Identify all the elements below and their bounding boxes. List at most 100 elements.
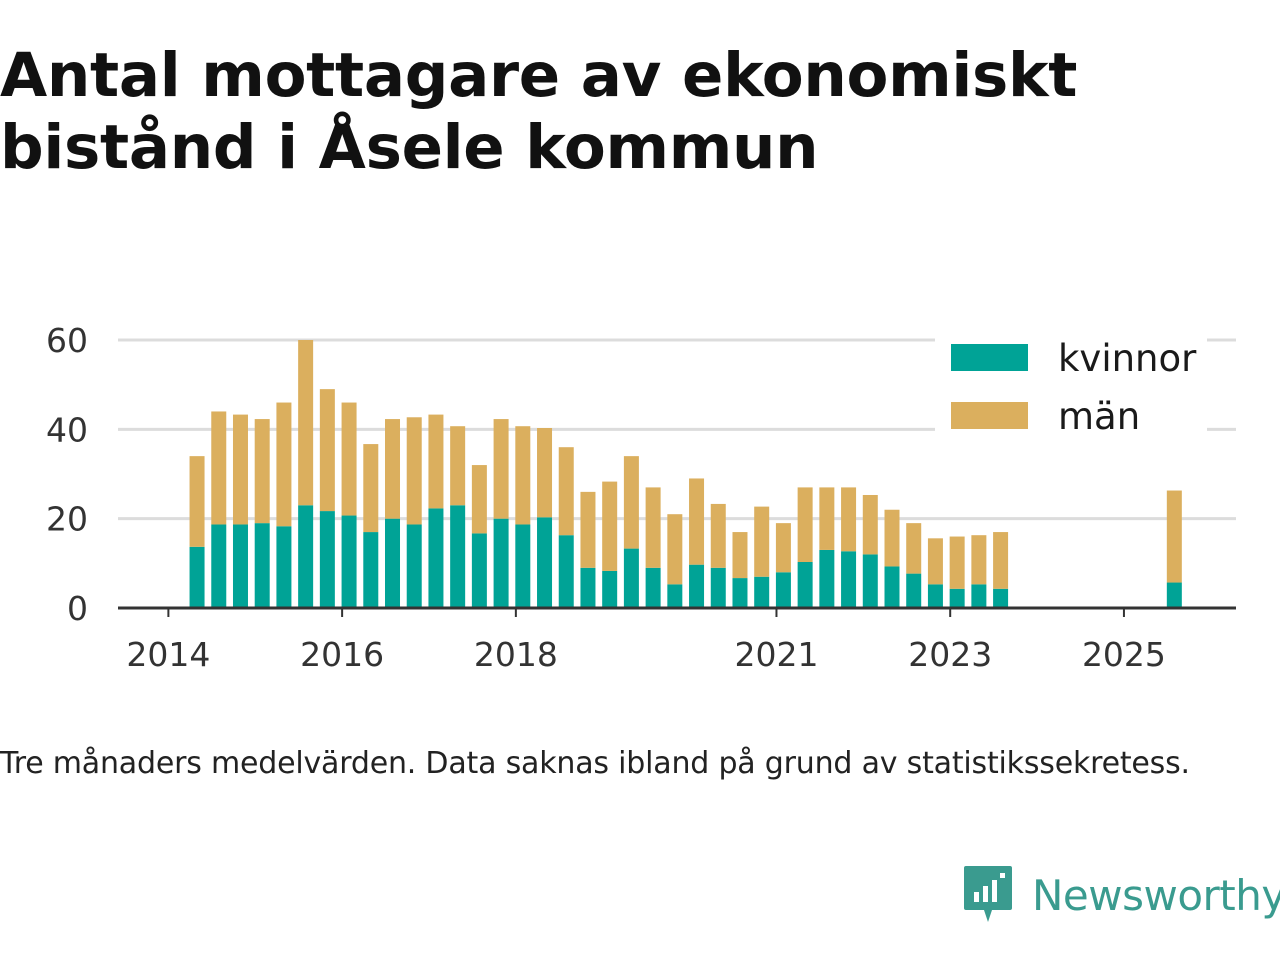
chart-area: 0 20 40 60 2014 2016 2018 2021 2023 2025 kvinnor… xyxy=(46,321,1236,674)
bar-kvinnor-29 xyxy=(819,549,835,608)
bar-kvinnor-37 xyxy=(993,588,1009,608)
legend-swatch-män xyxy=(951,402,1028,429)
bar-män-11 xyxy=(428,414,444,509)
bar-kvinnor-16 xyxy=(537,517,553,608)
bar-kvinnor-25 xyxy=(732,578,748,608)
bar-kvinnor-35 xyxy=(949,588,965,608)
x-tick-label-2018: 2018 xyxy=(474,635,558,674)
brand-logo: Newsworthy xyxy=(962,862,1280,928)
bar-män-12 xyxy=(450,426,466,506)
bar-kvinnor-36 xyxy=(971,584,987,608)
bar-män-33 xyxy=(906,523,922,574)
bar-män-32 xyxy=(884,509,900,567)
bar-män-30 xyxy=(841,487,857,552)
bar-kvinnor-9 xyxy=(385,518,401,608)
chart-title: Antal mottagare av ekonomiskt bistånd i … xyxy=(0,40,1078,183)
bar-kvinnor-2 xyxy=(232,524,248,608)
bar-män-8 xyxy=(363,444,379,533)
bar-män-38 xyxy=(1166,490,1182,583)
y-tick-label-60: 60 xyxy=(46,321,88,360)
bar-kvinnor-24 xyxy=(710,567,726,608)
bar-kvinnor-33 xyxy=(906,573,922,608)
bar-män-25 xyxy=(732,532,748,579)
bar-män-17 xyxy=(558,447,574,536)
bar-kvinnor-17 xyxy=(558,535,574,608)
bar-män-21 xyxy=(645,487,661,568)
x-tick-label-2021: 2021 xyxy=(734,635,818,674)
bar-kvinnor-12 xyxy=(450,505,466,608)
bar-kvinnor-15 xyxy=(515,524,531,608)
bar-kvinnor-28 xyxy=(797,561,813,608)
bar-män-37 xyxy=(993,532,1009,589)
bar-män-1 xyxy=(211,411,227,525)
bar-män-5 xyxy=(298,340,314,506)
bar-series xyxy=(189,340,1182,608)
bar-kvinnor-10 xyxy=(406,524,422,608)
bar-män-26 xyxy=(754,506,770,577)
x-tick-label-2014: 2014 xyxy=(126,635,210,674)
bar-män-34 xyxy=(927,538,943,585)
bar-kvinnor-18 xyxy=(580,567,596,608)
y-tick-label-20: 20 xyxy=(46,500,88,539)
bar-kvinnor-0 xyxy=(189,546,205,608)
legend-label-män: män xyxy=(1058,395,1140,438)
bar-män-22 xyxy=(667,514,683,585)
bar-kvinnor-20 xyxy=(623,548,639,608)
bar-kvinnor-27 xyxy=(775,572,791,608)
bar-kvinnor-21 xyxy=(645,567,661,608)
bar-män-31 xyxy=(862,494,878,555)
bar-män-16 xyxy=(537,427,553,518)
y-tick-label-40: 40 xyxy=(46,410,88,449)
bar-kvinnor-26 xyxy=(754,576,770,608)
bar-män-0 xyxy=(189,456,205,547)
bar-kvinnor-14 xyxy=(493,518,509,608)
x-tick-label-2016: 2016 xyxy=(300,635,384,674)
bar-kvinnor-8 xyxy=(363,532,379,608)
bar-kvinnor-30 xyxy=(841,551,857,608)
legend-swatch-kvinnor xyxy=(951,344,1028,371)
bar-kvinnor-13 xyxy=(471,533,487,608)
bar-män-4 xyxy=(276,402,292,527)
bar-kvinnor-34 xyxy=(927,584,943,608)
chart-caption: Tre månaders medelvärden. Data saknas ib… xyxy=(0,746,1190,781)
bar-män-3 xyxy=(254,419,270,524)
bar-män-27 xyxy=(775,523,791,573)
bar-män-29 xyxy=(819,487,835,550)
bar-män-2 xyxy=(232,414,248,525)
brand-name: Newsworthy xyxy=(1032,870,1280,920)
legend: kvinnor män xyxy=(935,328,1207,438)
bar-kvinnor-4 xyxy=(276,526,292,608)
bar-män-10 xyxy=(406,417,422,525)
bar-kvinnor-7 xyxy=(341,515,357,608)
bar-män-19 xyxy=(602,481,618,571)
bar-män-36 xyxy=(971,535,987,585)
newsworthy-logo-icon xyxy=(964,866,1012,922)
bar-män-20 xyxy=(623,456,639,549)
bar-män-28 xyxy=(797,487,813,562)
bar-män-6 xyxy=(319,389,335,512)
x-tick-label-2025: 2025 xyxy=(1082,635,1166,674)
bar-män-15 xyxy=(515,426,531,525)
bar-kvinnor-22 xyxy=(667,584,683,608)
bar-kvinnor-38 xyxy=(1166,582,1182,608)
bar-män-13 xyxy=(471,465,487,534)
x-axis-ticks: 2014 2016 2018 2021 2023 2025 xyxy=(126,608,1166,674)
x-tick-label-2023: 2023 xyxy=(908,635,992,674)
y-axis-ticks: 0 20 40 60 xyxy=(46,321,88,628)
bar-kvinnor-11 xyxy=(428,508,444,608)
bar-män-24 xyxy=(710,503,726,568)
bar-kvinnor-5 xyxy=(298,505,314,608)
bar-kvinnor-6 xyxy=(319,511,335,608)
legend-label-kvinnor: kvinnor xyxy=(1058,337,1197,380)
bar-män-9 xyxy=(385,419,401,519)
bar-kvinnor-32 xyxy=(884,566,900,608)
bar-män-23 xyxy=(689,478,705,565)
bar-kvinnor-1 xyxy=(211,524,227,608)
bar-män-14 xyxy=(493,419,509,519)
bar-kvinnor-23 xyxy=(689,564,705,608)
bar-kvinnor-31 xyxy=(862,554,878,608)
y-tick-label-0: 0 xyxy=(67,589,88,628)
bar-män-18 xyxy=(580,491,596,568)
bar-män-7 xyxy=(341,402,357,516)
bar-kvinnor-19 xyxy=(602,570,618,608)
